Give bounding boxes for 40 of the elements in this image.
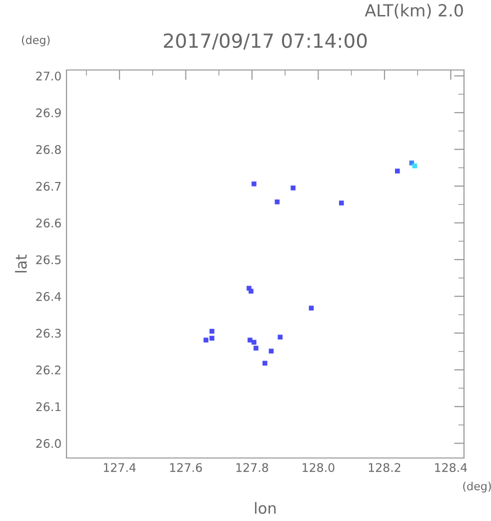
x-tick-label: 128.2 <box>368 463 400 472</box>
y-tick-label: 26.7 <box>36 182 61 191</box>
y-tick-label: 26.2 <box>36 366 60 374</box>
point <box>262 360 268 366</box>
y-axis-title: lat <box>15 254 27 272</box>
y-tick-label: 26.4 <box>36 292 61 301</box>
y-tick-label: 26.3 <box>36 328 61 338</box>
y-tick-label: 26.0 <box>36 439 61 448</box>
point <box>278 334 283 340</box>
y-tick-label: 26.5 <box>36 255 61 264</box>
text: (deg) <box>463 482 491 492</box>
x-tick-label: 128.0 <box>302 463 334 472</box>
y-tick-label: 26.8 <box>36 145 61 154</box>
point <box>274 200 280 204</box>
point <box>252 340 256 345</box>
point <box>248 338 252 342</box>
point <box>254 346 258 351</box>
y-tick-label: 26.1 <box>36 402 61 412</box>
text: ALT(km) 2.0 <box>364 4 463 19</box>
x-tick-label: 127.6 <box>170 463 202 472</box>
chart-title: 2017/09/17 07:14:00 <box>164 33 367 50</box>
point <box>210 336 214 341</box>
point <box>308 306 314 310</box>
x-axis-title: lon <box>255 502 276 514</box>
y-tick-label: 27.0 <box>36 72 61 81</box>
point <box>268 348 274 354</box>
point <box>210 328 214 334</box>
text: (deg) <box>22 36 50 46</box>
point <box>248 288 254 294</box>
x-tick-label: 127.4 <box>104 463 136 472</box>
point <box>290 186 296 190</box>
point <box>252 181 256 186</box>
point <box>395 168 400 174</box>
x-tick-label: 128.4 <box>435 463 467 472</box>
point <box>412 163 418 168</box>
point <box>204 338 208 342</box>
y-tick-label: 26.9 <box>36 108 61 118</box>
y-tick-label: 26.6 <box>36 218 61 228</box>
x-tick-label: 127.8 <box>236 463 268 472</box>
point <box>339 200 344 206</box>
